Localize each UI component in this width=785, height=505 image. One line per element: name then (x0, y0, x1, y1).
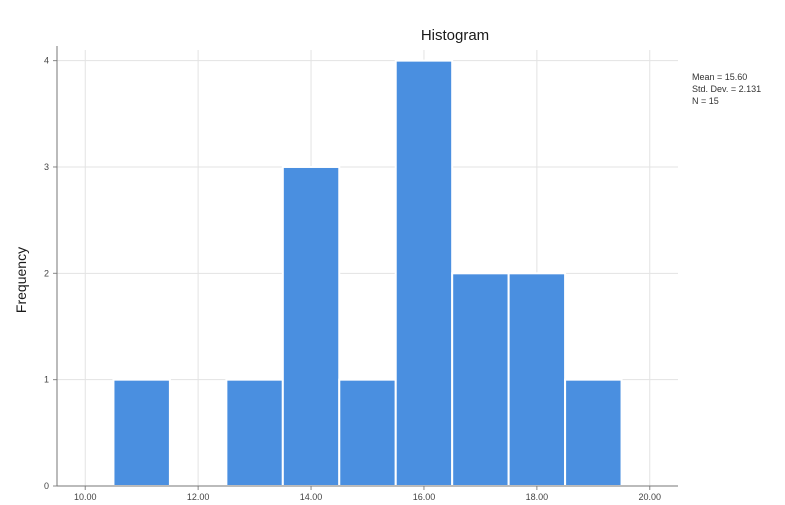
x-tick-label: 16.00 (413, 492, 436, 502)
chart-title: Histogram (421, 27, 489, 44)
y-tick-label: 3 (44, 162, 49, 172)
x-tick-label: 20.00 (639, 492, 662, 502)
x-tick-label: 10.00 (74, 492, 97, 502)
y-tick-label: 4 (44, 56, 49, 66)
stats-legend: Mean = 15.60 Std. Dev. = 2.131 N = 15 (692, 72, 761, 106)
histogram-bar (338, 378, 397, 487)
histogram-bar (564, 378, 623, 487)
stat-n: N = 15 (692, 96, 719, 106)
y-axis-label: Frequency (13, 247, 29, 313)
x-tick-label: 14.00 (300, 492, 323, 502)
y-tick-label: 1 (44, 375, 49, 385)
x-tick-label: 12.00 (187, 492, 210, 502)
gridlines (57, 50, 678, 486)
histogram-bar (281, 165, 341, 487)
y-tick-label: 2 (44, 268, 49, 278)
x-tick-label: 18.00 (526, 492, 549, 502)
histogram-bar (451, 272, 510, 487)
histogram-bar (112, 378, 171, 487)
histogram-bar (394, 59, 454, 487)
stat-std-dev: Std. Dev. = 2.131 (692, 84, 761, 94)
histogram-bar (225, 378, 284, 487)
histogram-bar (507, 272, 567, 487)
x-tick-labels: 10.00 12.00 14.00 16.00 18.00 20.00 (74, 492, 661, 502)
stat-mean: Mean = 15.60 (692, 72, 747, 82)
y-tick-labels: 0 1 2 3 4 (44, 56, 49, 491)
y-tick-label: 0 (44, 481, 49, 491)
axes (53, 46, 678, 490)
